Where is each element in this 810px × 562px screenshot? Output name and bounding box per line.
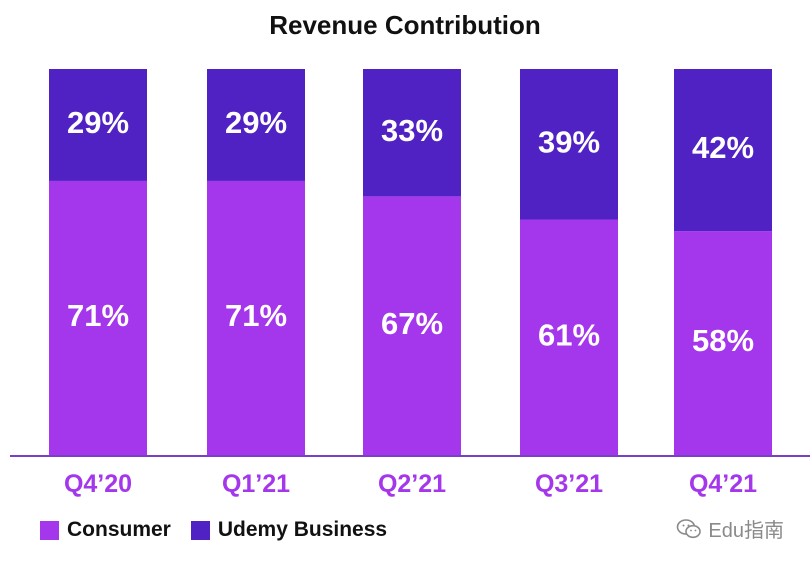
bar-udemy-business-2 [207,69,305,181]
category-label-2: Q1’21 [222,470,290,498]
category-label-4: Q3’21 [535,470,603,498]
category-label-5: Q4’21 [689,470,757,498]
data-label-udemy-business-2: 29% [225,105,287,140]
bar-consumer-3 [363,196,461,455]
bar-udemy-business-4 [520,69,618,220]
category-label-3: Q2’21 [378,470,446,498]
data-label-udemy-business-3: 33% [381,113,443,148]
chart-legend: Consumer Udemy Business [40,518,407,542]
data-label-consumer-3: 67% [381,306,443,341]
legend-swatch-consumer [40,520,59,540]
watermark: Edu指南 [676,514,784,543]
legend-label-udemy-business: Udemy Business [217,518,388,541]
legend-swatch-udemy-business [190,520,210,540]
legend-label-consumer: Consumer [67,518,171,541]
data-label-udemy-business-4: 39% [538,124,600,159]
bar-consumer-2 [207,180,305,455]
bar-udemy-business-5 [674,69,772,232]
data-label-consumer-4: 61% [538,317,600,352]
category-label-1: Q4’20 [64,470,132,498]
chart-title: Revenue Contribution [269,10,541,40]
legend-item-udemy-business: Udemy Business [190,518,388,542]
data-label-consumer-5: 58% [692,323,754,358]
bar-consumer-5 [674,231,772,455]
legend-item-consumer: Consumer [40,518,171,542]
bar-consumer-1 [49,180,147,455]
data-label-udemy-business-5: 42% [692,130,754,165]
bar-udemy-business-1 [49,69,147,181]
bar-consumer-4 [520,219,618,455]
watermark-text: Edu指南 [708,520,784,542]
data-label-consumer-2: 71% [225,298,287,333]
bar-udemy-business-3 [363,69,461,197]
wechat-icon [677,518,702,538]
data-label-consumer-1: 71% [67,298,129,333]
data-label-udemy-business-1: 29% [67,105,129,140]
